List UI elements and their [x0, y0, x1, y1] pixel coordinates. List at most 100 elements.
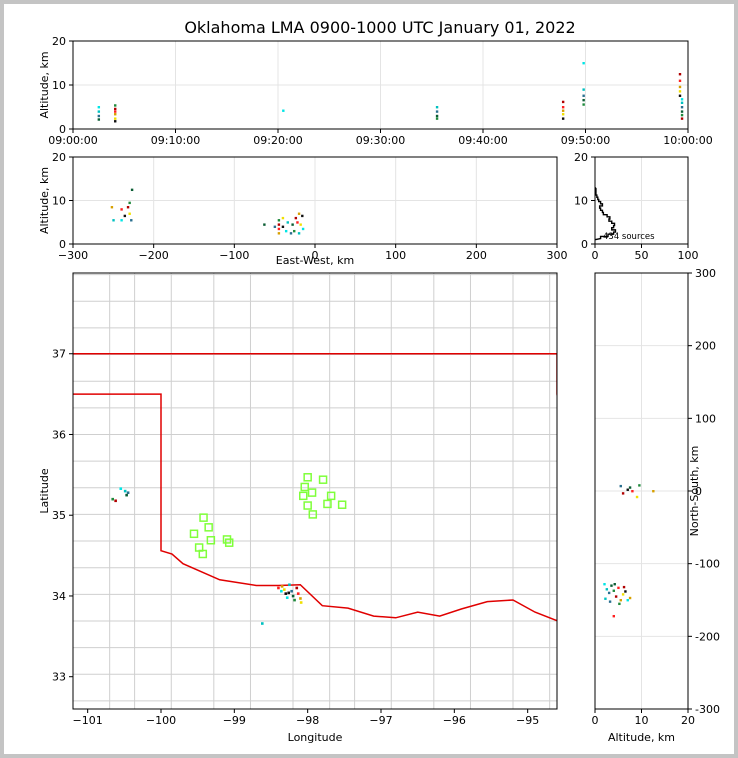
source-point	[120, 219, 123, 222]
source-point	[678, 73, 682, 76]
county-lines	[73, 273, 557, 709]
y-tick-label: 33	[52, 671, 66, 684]
sources-count: 434 sources	[603, 232, 655, 242]
y-tick-label: 10	[52, 79, 66, 92]
source-point	[297, 232, 301, 235]
y-tick-label: 100	[695, 412, 716, 425]
source-point	[263, 223, 266, 226]
source-point	[288, 583, 291, 587]
y-tick-label: 10	[52, 195, 66, 208]
source-point	[621, 492, 625, 495]
x-tick-label: 300	[547, 249, 568, 262]
source-point	[281, 216, 285, 220]
source-point	[285, 596, 289, 599]
source-point	[678, 90, 682, 93]
time-altitude-panel: 09:00:00 09:10:00 09:20:00 09:30:00 09:40:00…	[38, 35, 713, 147]
histogram-line	[594, 186, 617, 241]
source-point	[296, 592, 300, 595]
x-tick-label: 09:10:00	[151, 134, 200, 147]
altitude-northsouth-panel: 0 10 20-300 -200 -100 0 100 200 300 Altitude, km N…	[592, 267, 720, 744]
x-tick-label: −99	[223, 714, 246, 727]
source-point	[612, 614, 615, 618]
y-tick-label: 0	[59, 238, 66, 251]
source-point	[291, 223, 294, 226]
source-point	[622, 585, 626, 589]
source-point	[621, 593, 625, 596]
source-point	[619, 599, 622, 602]
lma-station-marker	[307, 488, 317, 497]
source-point	[128, 212, 131, 215]
altitude-histogram-panel: 0 50 100 0 10 20 434 sources	[574, 151, 699, 262]
x-tick-label: −200	[139, 249, 169, 262]
source-point	[561, 113, 565, 116]
x-tick-label: 09:00:00	[48, 134, 97, 147]
lma-station-marker	[299, 491, 308, 501]
source-point	[435, 106, 439, 109]
y-tick-label: -300	[695, 703, 720, 716]
eastwest-ylabel: Altitude, km	[38, 167, 51, 234]
source-point	[283, 588, 286, 591]
y-tick-label: 37	[52, 348, 66, 361]
x-tick-label: −96	[443, 714, 466, 727]
source-point	[680, 113, 684, 117]
oklahoma-border	[73, 352, 557, 622]
source-point	[273, 225, 277, 228]
lma-station-marker	[189, 529, 199, 539]
figure-canvas: Oklahoma LMA 0900-1000 UTC January 01, 2…	[4, 4, 734, 754]
y-tick-label: 200	[695, 340, 716, 353]
x-tick-label: 50	[635, 249, 649, 262]
x-tick-label: 100	[385, 249, 406, 262]
source-point	[295, 586, 299, 590]
source-point	[604, 597, 607, 600]
x-tick-label: 09:50:00	[561, 134, 610, 147]
x-tick-label: 100	[678, 249, 699, 262]
source-point	[130, 219, 133, 222]
source-point	[114, 120, 117, 123]
x-tick-label: −95	[516, 714, 539, 727]
source-point	[277, 586, 280, 590]
source-point	[582, 94, 585, 97]
source-point	[680, 106, 684, 109]
source-point	[114, 107, 117, 111]
lma-station-marker	[326, 491, 336, 501]
source-point	[638, 484, 641, 487]
x-tick-label: 200	[466, 249, 487, 262]
lma-station-marker	[308, 510, 318, 519]
lma-station-marker	[198, 549, 208, 559]
x-tick-label: −300	[58, 249, 88, 262]
source-point	[277, 232, 281, 235]
lma-station-marker	[303, 501, 312, 510]
x-tick-label: −100	[146, 714, 176, 727]
source-point	[610, 584, 613, 587]
x-tick-label: −98	[296, 714, 319, 727]
y-tick-label: 34	[52, 590, 66, 603]
source-point	[635, 495, 639, 499]
source-point	[561, 106, 565, 109]
x-tick-label: 20	[681, 714, 695, 727]
source-point	[97, 114, 101, 118]
source-point	[628, 596, 632, 600]
lma-station-marker	[199, 513, 208, 522]
source-point	[301, 227, 305, 231]
source-point	[290, 589, 293, 593]
northsouth-label: North-South, km	[688, 446, 701, 537]
x-tick-label: 0	[312, 249, 319, 262]
source-point	[613, 583, 616, 586]
y-tick-label: -100	[695, 558, 720, 571]
ns-altitude-xlabel: Altitude, km	[608, 731, 675, 744]
latitude-label: Latitude	[38, 468, 51, 514]
source-point	[561, 109, 565, 112]
source-point	[603, 583, 606, 586]
source-point	[126, 206, 130, 209]
source-point	[97, 110, 101, 113]
source-point	[582, 62, 585, 65]
source-point	[680, 101, 684, 104]
source-point	[287, 591, 290, 595]
lma-station-marker	[206, 536, 216, 545]
source-point	[680, 98, 684, 101]
time-altitude-ylabel: Altitude, km	[38, 51, 51, 118]
source-point	[277, 227, 281, 231]
source-point	[626, 599, 629, 602]
y-tick-label: 300	[695, 267, 716, 280]
